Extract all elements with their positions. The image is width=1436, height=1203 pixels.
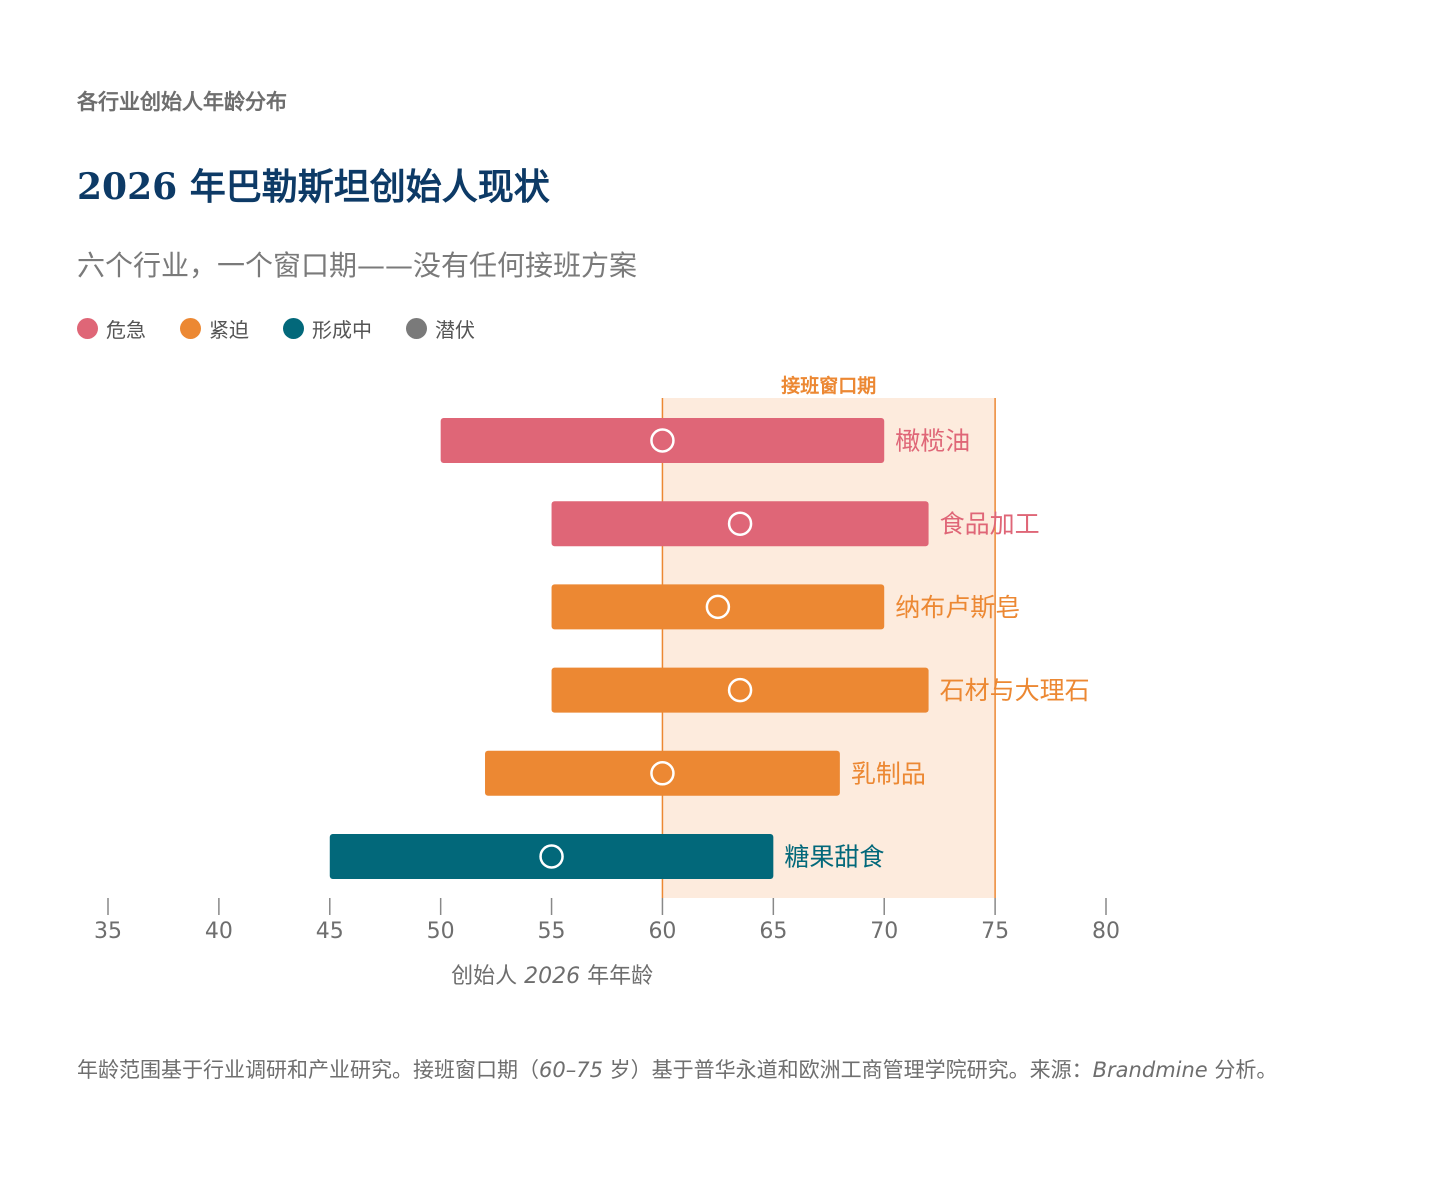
bar-label: 糖果甜食 <box>784 843 884 872</box>
x-tick-label: 65 <box>759 919 787 944</box>
legend-item-critical: 危急 <box>77 314 146 343</box>
typical-age-marker <box>650 428 675 453</box>
legend-label: 潜伏 <box>435 318 475 342</box>
note-source: Brandmine <box>1092 1058 1208 1082</box>
legend-item-latent: 潜伏 <box>406 314 475 343</box>
range-bar <box>485 750 840 796</box>
range-bar <box>551 584 885 630</box>
legend-swatch-latent <box>406 318 427 339</box>
note-text: 年龄范围基于行业调研和产业研究。接班窗口期（ <box>77 1058 539 1082</box>
chart-title: 2026 年巴勒斯坦创始人现状 <box>77 166 550 208</box>
source-note: 年龄范围基于行业调研和产业研究。接班窗口期（60–75 岁）基于普华永道和欧洲工… <box>77 1054 1362 1087</box>
x-tick-label: 40 <box>205 919 233 944</box>
range-bar <box>551 501 929 547</box>
note-text: 分析。 <box>1207 1058 1278 1082</box>
bar-label: 橄榄油 <box>895 427 970 456</box>
legend-swatch-critical <box>77 318 98 339</box>
typical-age-marker <box>539 844 564 869</box>
bar-label: 石材与大理石 <box>940 676 1090 705</box>
chart-kicker: 各行业创始人年龄分布 <box>77 90 287 114</box>
bar-label: 乳制品 <box>851 759 926 788</box>
x-tick-label: 55 <box>538 919 566 944</box>
legend-item-urgent: 紧迫 <box>180 314 249 343</box>
legend-swatch-forming <box>283 318 304 339</box>
note-range: 60–75 <box>539 1058 603 1082</box>
typical-age-marker <box>727 511 753 536</box>
legend-label: 紧迫 <box>209 318 249 342</box>
typical-age-marker <box>650 761 675 786</box>
typical-age-marker <box>705 594 731 620</box>
note-text: 岁）基于普华永道和欧洲工商管理学院研究。来源： <box>602 1058 1093 1082</box>
x-axis-label: 创始人 2026 年年龄 <box>451 964 653 989</box>
bar-label: 纳布卢斯皂 <box>895 593 1020 622</box>
window-label: 接班窗口期 <box>781 374 876 397</box>
typical-age-marker <box>727 677 753 703</box>
legend-item-forming: 形成中 <box>283 314 372 343</box>
x-tick-label: 60 <box>648 919 676 944</box>
legend-label: 形成中 <box>312 318 372 342</box>
x-tick-label: 75 <box>981 919 1009 944</box>
x-tick-label: 70 <box>870 919 898 944</box>
x-tick-label: 80 <box>1092 919 1120 944</box>
succession-window-band <box>662 398 996 898</box>
x-tick-label: 50 <box>427 919 455 944</box>
legend-swatch-urgent <box>180 318 201 339</box>
range-bar <box>551 667 929 713</box>
x-tick-label: 35 <box>94 919 122 944</box>
chart-subtitle: 六个行业，一个窗口期——没有任何接班方案 <box>77 249 638 282</box>
legend-label: 危急 <box>106 318 146 342</box>
bar-label: 食品加工 <box>940 510 1040 539</box>
range-bar <box>329 834 774 879</box>
x-tick-label: 45 <box>316 919 344 944</box>
range-bar <box>440 418 885 463</box>
legend: 危急 紧迫 形成中 潜伏 <box>77 314 509 343</box>
